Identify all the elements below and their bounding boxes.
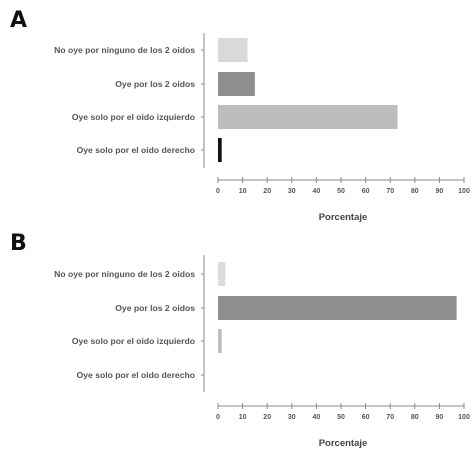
x-tick-label: 0	[216, 414, 220, 421]
category-label: Oye solo por el oido izquierdo	[72, 112, 195, 122]
bar	[218, 138, 222, 162]
x-tick-label: 80	[411, 188, 419, 195]
x-tick-label: 100	[458, 188, 470, 195]
x-tick-label: 40	[313, 414, 321, 421]
x-tick-label: 10	[239, 414, 247, 421]
x-tick-label: 0	[216, 188, 220, 195]
bar	[218, 296, 457, 320]
x-tick-label: 50	[337, 188, 345, 195]
category-label: Oye solo por el oido derecho	[77, 370, 195, 380]
category-label: No oye por ninguno de los 2 oidos	[54, 269, 195, 279]
x-tick-label: 80	[411, 414, 419, 421]
bar	[218, 38, 248, 62]
panel-label: A	[10, 8, 27, 33]
bar	[218, 329, 222, 353]
bar	[218, 105, 398, 129]
chart-panel-a: A No oye por ninguno de los 2 oidos Oye po…	[10, 8, 470, 223]
chart-panel-b: B No oye por ninguno de los 2 oidos Oye po…	[10, 231, 470, 449]
x-tick-label: 30	[288, 188, 296, 195]
x-tick-label: 90	[436, 188, 444, 195]
x-tick-label: 50	[337, 414, 345, 421]
x-axis-title: Porcentaje	[319, 438, 368, 449]
x-tick-label: 40	[313, 188, 321, 195]
x-tick-label: 70	[386, 188, 394, 195]
category-label: Oye por los 2 oidos	[115, 79, 195, 89]
x-axis-title: Porcentaje	[319, 212, 368, 223]
x-tick-label: 100	[458, 414, 470, 421]
x-tick-label: 30	[288, 414, 296, 421]
x-tick-label: 90	[436, 414, 444, 421]
bar	[218, 72, 255, 96]
category-label: No oye por ninguno de los 2 oidos	[54, 45, 195, 55]
bar	[218, 262, 226, 286]
category-label: Oye solo por el oido derecho	[77, 145, 195, 155]
x-tick-label: 60	[362, 188, 370, 195]
x-tick-label: 20	[263, 188, 271, 195]
x-tick-label: 20	[263, 414, 271, 421]
x-tick-label: 10	[239, 188, 247, 195]
x-tick-label: 60	[362, 414, 370, 421]
panel-label: B	[10, 231, 27, 256]
category-label: Oye solo por el oido izquierdo	[72, 336, 195, 346]
x-tick-label: 70	[386, 414, 394, 421]
category-label: Oye por los 2 oidos	[115, 303, 195, 313]
